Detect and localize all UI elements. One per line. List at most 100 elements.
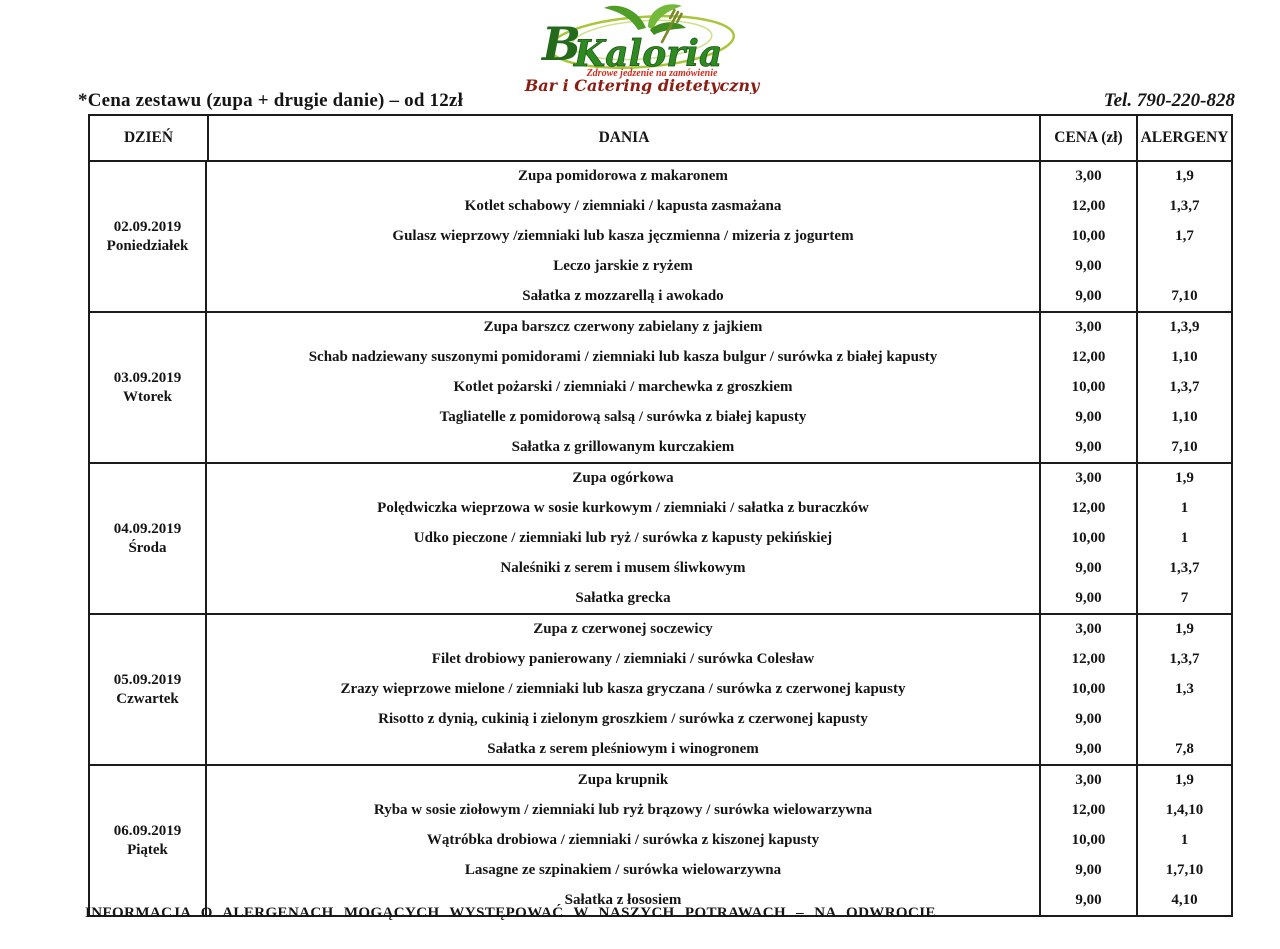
menu-row: Polędwiczka wieprzowa w sosie kurkowym /… <box>207 493 1231 524</box>
day-cell: 02.09.2019 Poniedziałek <box>90 162 207 311</box>
day-cell: 04.09.2019 Środa <box>90 464 207 613</box>
day-weekday: Wtorek <box>123 388 172 405</box>
menu-row: Zupa barszcz czerwony zabielany z jajkie… <box>207 313 1231 343</box>
logo-subtitle: Bar i Catering dietetyczny <box>524 76 761 94</box>
dish-allergens: 1,9 <box>1136 162 1231 192</box>
top-line: *Cena zestawu (zupa + drugie danie) – od… <box>78 90 1235 114</box>
dish-name: Udko pieczone / ziemniaki lub ryż / suró… <box>413 529 833 546</box>
dish-name: Leczo jarskie z ryżem <box>553 257 693 274</box>
dish-rows: Zupa ogórkowa 3,00 1,9 Polędwiczka wiepr… <box>207 464 1231 613</box>
dish-price: 3,00 <box>1039 615 1136 645</box>
dish-price: 3,00 <box>1039 313 1136 343</box>
dish-name: Sałatka z grillowanym kurczakiem <box>511 438 735 455</box>
dish-price: 12,00 <box>1039 342 1136 373</box>
dish-allergens: 1 <box>1136 523 1231 554</box>
menu-row: Filet drobiowy panierowany / ziemniaki /… <box>207 644 1231 675</box>
logo: B Kaloria Zdrowe jedzenie na zamówienie … <box>520 2 765 95</box>
day-block: 03.09.2019 Wtorek Zupa barszcz czerwony … <box>90 311 1231 462</box>
dish-allergens: 7,8 <box>1136 734 1231 764</box>
day-cell: 05.09.2019 Czwartek <box>90 615 207 764</box>
dish-price: 12,00 <box>1039 493 1136 524</box>
dish-price: 9,00 <box>1039 885 1136 915</box>
day-block: 04.09.2019 Środa Zupa ogórkowa 3,00 1,9 … <box>90 462 1231 613</box>
dish-allergens: 1,10 <box>1136 342 1231 373</box>
page-title: *Cena zestawu (zupa + drugie danie) – od… <box>78 90 464 111</box>
dish-name: Schab nadziewany suszonymi pomidorami / … <box>308 349 938 366</box>
dish-name: Sałatka z serem pleśniowym i winogronem <box>487 740 759 757</box>
logo-tagline: Zdrowe jedzenie na zamówienie <box>586 68 718 79</box>
dish-name: Kotlet schabowy / ziemniaki / kapusta za… <box>464 198 782 215</box>
header-allergens: ALERGENY <box>1136 116 1231 160</box>
dish-allergens: 1,9 <box>1136 766 1231 796</box>
dish-allergens: 1 <box>1136 493 1231 524</box>
dish-price: 3,00 <box>1039 162 1136 192</box>
day-date: 06.09.2019 <box>113 822 182 839</box>
day-weekday: Poniedziałek <box>106 237 189 254</box>
day-block: 06.09.2019 Piątek Zupa krupnik 3,00 1,9 … <box>90 764 1231 915</box>
day-date: 04.09.2019 <box>113 520 182 537</box>
dish-name: Wątróbka drobiowa / ziemniaki / surówka … <box>426 831 820 848</box>
dish-allergens: 1,10 <box>1136 402 1231 433</box>
phone-number: Tel. 790-220-828 <box>1103 90 1235 111</box>
dish-name: Zupa krupnik <box>577 772 669 789</box>
dish-name: Lasagne ze szpinakiem / surówka wielowar… <box>464 861 782 878</box>
dish-name: Risotto z dynią, cukinią i zielonym gros… <box>378 710 868 727</box>
menu-table: DZIEŃ DANIA CENA (zł) ALERGENY 02.09.201… <box>88 114 1233 917</box>
dish-allergens: 1,7 <box>1136 221 1231 252</box>
dish-allergens: 7 <box>1136 583 1231 613</box>
dish-price: 3,00 <box>1039 766 1136 796</box>
dish-name: Zupa z czerwonej soczewicy <box>533 621 713 638</box>
dish-price: 12,00 <box>1039 644 1136 675</box>
dish-allergens: 1,9 <box>1136 615 1231 645</box>
logo-graphic: B Kaloria Zdrowe jedzenie na zamówienie … <box>524 4 761 95</box>
menu-row: Zupa krupnik 3,00 1,9 <box>207 766 1231 796</box>
dish-name: Zrazy wieprzowe mielone / ziemniaki lub … <box>340 680 906 697</box>
dish-price: 10,00 <box>1039 674 1136 705</box>
footer-note: INFORMACJA O ALERGENACH MOGĄCYCH WYSTĘPO… <box>85 905 936 921</box>
dish-allergens: 1 <box>1136 825 1231 856</box>
day-date: 05.09.2019 <box>113 671 182 688</box>
menu-row: Tagliatelle z pomidorową salsą / surówka… <box>207 402 1231 433</box>
dish-price: 10,00 <box>1039 523 1136 554</box>
dish-allergens: 1,7,10 <box>1136 855 1231 886</box>
dish-name: Kotlet pożarski / ziemniaki / marchewka … <box>453 378 793 395</box>
menu-row: Sałatka grecka 9,00 7 <box>207 583 1231 613</box>
dish-price: 9,00 <box>1039 583 1136 613</box>
dish-allergens: 7,10 <box>1136 281 1231 311</box>
dish-name: Filet drobiowy panierowany / ziemniaki /… <box>431 651 815 668</box>
dish-allergens <box>1136 704 1231 735</box>
dish-price: 9,00 <box>1039 734 1136 764</box>
dish-name: Ryba w sosie ziołowym / ziemniaki lub ry… <box>373 802 873 819</box>
dish-allergens: 1,3,7 <box>1136 372 1231 403</box>
dish-allergens: 1,3,7 <box>1136 644 1231 675</box>
menu-row: Leczo jarskie z ryżem 9,00 <box>207 251 1231 282</box>
day-date: 02.09.2019 <box>113 218 182 235</box>
menu-row: Udko pieczone / ziemniaki lub ryż / suró… <box>207 523 1231 554</box>
dish-price: 9,00 <box>1039 402 1136 433</box>
dish-allergens: 1,9 <box>1136 464 1231 494</box>
dish-name: Sałatka z mozzarellą i awokado <box>522 287 724 304</box>
dish-name: Zupa pomidorowa z makaronem <box>518 168 728 185</box>
menu-row: Sałatka z łososiem 9,00 4,10 <box>207 885 1231 915</box>
dish-price: 9,00 <box>1039 281 1136 311</box>
dish-name: Zupa ogórkowa <box>572 470 674 487</box>
day-weekday: Czwartek <box>116 690 179 707</box>
day-cell: 03.09.2019 Wtorek <box>90 313 207 462</box>
dish-name: Sałatka grecka <box>575 589 671 606</box>
logo-swoosh-icon <box>548 14 736 70</box>
dish-name: Gulasz wieprzowy /ziemniaki lub kasza ję… <box>392 227 854 244</box>
menu-row: Schab nadziewany suszonymi pomidorami / … <box>207 342 1231 373</box>
dish-price: 3,00 <box>1039 464 1136 494</box>
dish-allergens: 1,3,7 <box>1136 191 1231 222</box>
dish-price: 12,00 <box>1039 795 1136 826</box>
dish-name: Sałatka z łososiem <box>564 891 682 908</box>
menu-row: Lasagne ze szpinakiem / surówka wielowar… <box>207 855 1231 886</box>
menu-row: Gulasz wieprzowy /ziemniaki lub kasza ję… <box>207 221 1231 252</box>
dish-rows: Zupa pomidorowa z makaronem 3,00 1,9 Kot… <box>207 162 1231 311</box>
header-day: DZIEŃ <box>123 129 174 146</box>
menu-row: Naleśniki z serem i musem śliwkowym 9,00… <box>207 553 1231 584</box>
day-block: 02.09.2019 Poniedziałek Zupa pomidorowa … <box>90 160 1231 311</box>
dish-allergens: 7,10 <box>1136 432 1231 462</box>
dish-price: 12,00 <box>1039 191 1136 222</box>
menu-row: Zrazy wieprzowe mielone / ziemniaki lub … <box>207 674 1231 705</box>
